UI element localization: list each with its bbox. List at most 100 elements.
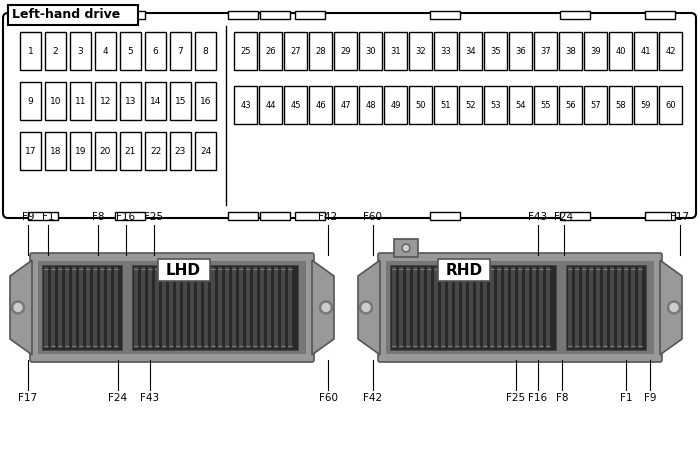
Text: 21: 21 [125, 147, 136, 155]
Text: F16: F16 [116, 212, 136, 222]
Bar [93, 267, 97, 348]
Bar [170, 132, 191, 170]
Bar [476, 267, 480, 348]
Bar [434, 267, 438, 348]
Bar [596, 267, 600, 348]
Text: 48: 48 [365, 101, 376, 110]
Text: 10: 10 [50, 96, 62, 106]
Text: 51: 51 [440, 101, 451, 110]
Text: F24: F24 [554, 212, 573, 222]
Bar [566, 265, 646, 350]
Bar [107, 267, 111, 348]
Bar [469, 267, 473, 348]
Text: 47: 47 [340, 101, 351, 110]
Bar [448, 267, 452, 348]
Bar [253, 267, 257, 348]
Bar [484, 86, 507, 124]
Bar [392, 267, 396, 348]
Bar [413, 267, 417, 348]
Text: F1: F1 [620, 393, 632, 403]
Bar [359, 32, 382, 70]
Bar [559, 86, 582, 124]
Text: 50: 50 [415, 101, 426, 110]
Bar [42, 265, 122, 350]
Text: 24: 24 [200, 147, 211, 155]
Bar [638, 267, 642, 348]
Bar [434, 32, 457, 70]
Bar [120, 32, 141, 70]
Bar [195, 32, 216, 70]
Bar [384, 86, 407, 124]
Bar [246, 267, 250, 348]
Bar [359, 86, 382, 124]
Text: 12: 12 [100, 96, 111, 106]
Text: 30: 30 [365, 47, 376, 55]
Bar [38, 261, 306, 354]
Bar [309, 86, 332, 124]
Bar [497, 267, 501, 348]
Text: 59: 59 [640, 101, 651, 110]
Text: 29: 29 [340, 47, 351, 55]
Text: F60: F60 [363, 212, 382, 222]
Bar [539, 267, 543, 348]
Text: 13: 13 [125, 96, 136, 106]
Circle shape [14, 303, 22, 312]
Bar [72, 267, 76, 348]
Bar [399, 267, 403, 348]
Bar [441, 267, 445, 348]
Bar [430, 11, 460, 19]
Text: 36: 36 [515, 47, 526, 55]
Bar [145, 32, 166, 70]
Text: F42: F42 [363, 393, 383, 403]
Circle shape [11, 301, 25, 314]
Text: 49: 49 [391, 101, 400, 110]
Text: 43: 43 [240, 101, 251, 110]
Bar [204, 267, 208, 348]
Bar [575, 267, 579, 348]
Bar [334, 32, 357, 70]
Text: 58: 58 [615, 101, 626, 110]
Text: 19: 19 [75, 147, 86, 155]
Bar [44, 267, 48, 348]
Bar [114, 267, 118, 348]
Bar [295, 11, 325, 19]
Text: 46: 46 [315, 101, 326, 110]
Bar [228, 212, 258, 220]
Text: 52: 52 [466, 101, 476, 110]
Bar [197, 267, 201, 348]
Text: 25: 25 [240, 47, 251, 55]
FancyBboxPatch shape [378, 253, 662, 362]
Bar [386, 261, 654, 354]
Bar [334, 86, 357, 124]
Bar [525, 267, 529, 348]
Text: Left-hand drive: Left-hand drive [12, 9, 120, 21]
FancyBboxPatch shape [3, 13, 696, 218]
Bar [169, 267, 173, 348]
Circle shape [360, 301, 372, 314]
Bar [603, 267, 607, 348]
Text: 60: 60 [665, 101, 676, 110]
Bar [45, 32, 66, 70]
Bar [79, 267, 83, 348]
Bar [20, 132, 41, 170]
Text: 37: 37 [540, 47, 551, 55]
Text: 35: 35 [490, 47, 500, 55]
Bar [610, 267, 614, 348]
Bar [504, 267, 508, 348]
Text: F16: F16 [528, 393, 547, 403]
Bar [274, 267, 278, 348]
Text: 7: 7 [178, 47, 183, 55]
Bar [284, 86, 307, 124]
Text: 34: 34 [466, 47, 476, 55]
Text: F17: F17 [671, 212, 690, 222]
Bar [427, 267, 431, 348]
Text: F25: F25 [144, 212, 164, 222]
Text: 56: 56 [565, 101, 576, 110]
Bar [132, 265, 298, 350]
Bar [511, 267, 515, 348]
Bar [28, 212, 58, 220]
Text: F43: F43 [141, 393, 160, 403]
Bar [218, 267, 222, 348]
Bar [70, 82, 91, 120]
Bar [430, 212, 460, 220]
